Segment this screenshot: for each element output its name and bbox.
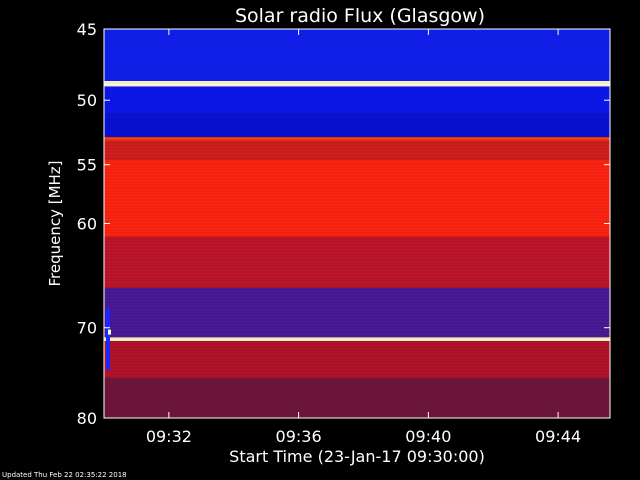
x-axis-label: Start Time (23-Jan-17 09:30:00): [229, 447, 485, 466]
chart-title: Solar radio Flux (Glasgow): [235, 5, 485, 27]
y-tick-label: 60: [77, 215, 97, 234]
band-9: [104, 337, 610, 342]
y-tick-label: 45: [77, 20, 97, 39]
y-axis-label: Frequency [MHz]: [46, 160, 64, 286]
updated-timestamp: Updated Thu Feb 22 02:35:22 2018: [2, 471, 127, 479]
band-1: [104, 81, 610, 87]
y-tick-label: 50: [77, 91, 97, 110]
band-11: [104, 377, 610, 418]
band-3: [104, 113, 610, 138]
edge-artifact: [106, 308, 110, 370]
x-tick-label: 09:44: [535, 427, 581, 446]
x-tick-label: 09:32: [146, 427, 192, 446]
band-2: [104, 86, 610, 114]
band-0: [104, 29, 610, 82]
edge-artifact-spot: [108, 329, 111, 335]
band-6: [104, 159, 610, 237]
y-tick-label: 70: [77, 319, 97, 338]
x-tick-label: 09:40: [405, 427, 451, 446]
band-4: [104, 137, 610, 141]
band-10: [104, 341, 610, 378]
y-tick-label: 80: [77, 409, 97, 428]
y-tick-label: 55: [77, 156, 97, 175]
band-5: [104, 140, 610, 160]
band-7: [104, 236, 610, 288]
x-tick-label: 09:36: [276, 427, 322, 446]
band-8: [104, 287, 610, 338]
